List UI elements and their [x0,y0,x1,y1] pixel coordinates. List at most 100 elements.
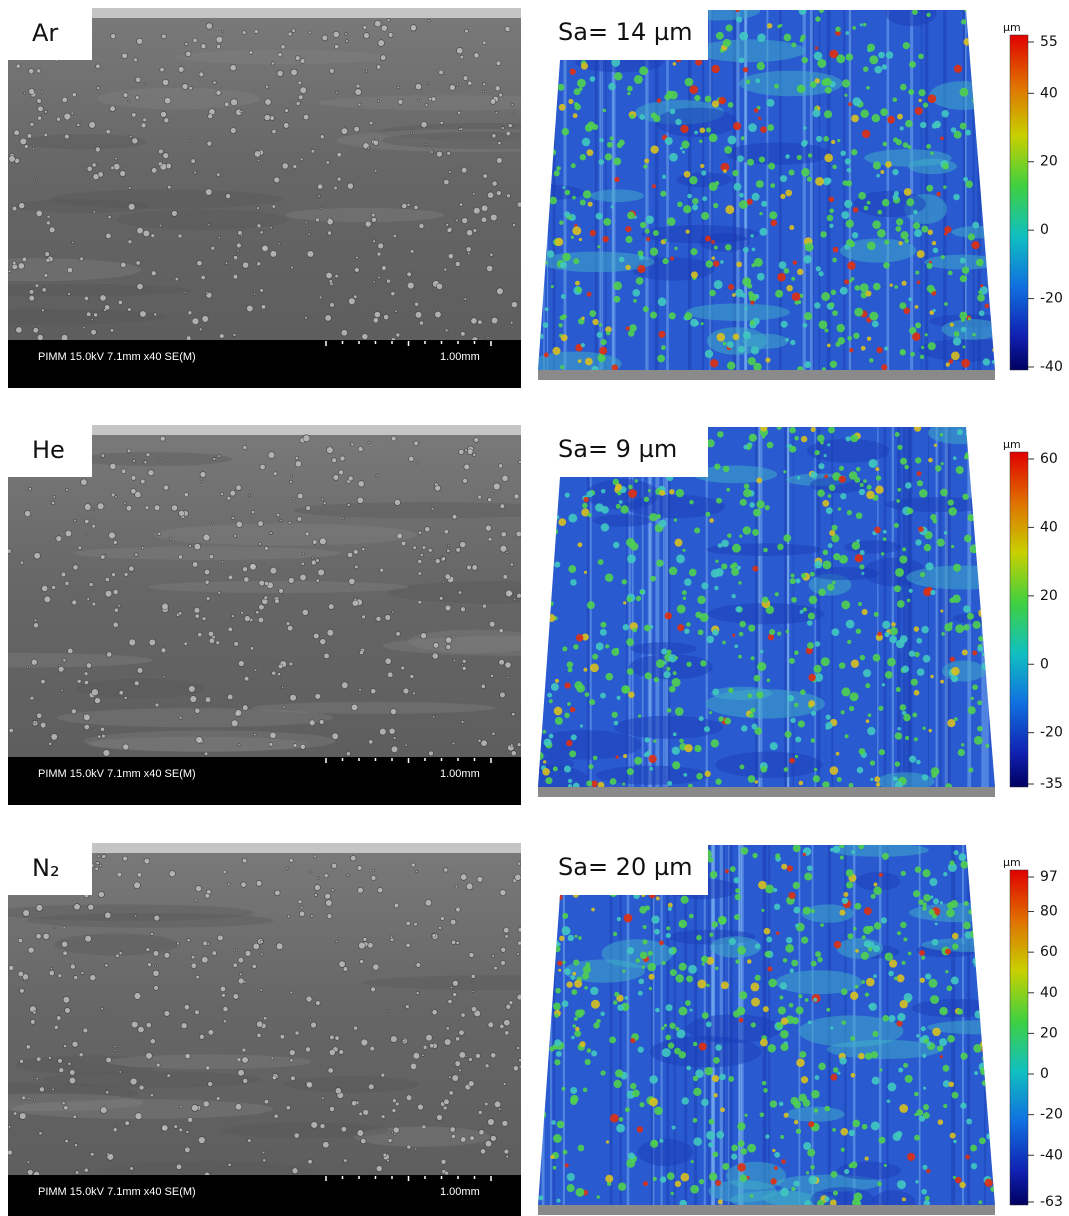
sem-particle [235,520,243,528]
surface-peak [945,783,953,787]
sem-particle [274,598,280,604]
surface-peak [688,964,697,974]
sem-particle [233,255,239,261]
sem-particle [66,267,73,274]
sem-particle [329,1106,335,1112]
surface-peak [600,692,606,699]
surface-peak [708,1142,714,1148]
surface-streak [601,10,603,370]
sem-particle [504,26,511,32]
surface-peak [803,126,807,130]
surface-peak [642,1181,649,1187]
surface-peak [865,977,875,987]
sem-particle [297,94,304,100]
surface-peak [787,694,795,702]
surface-streak [779,10,782,370]
sem-particle [91,601,97,607]
surface-peak [749,502,755,508]
surface-peak [874,65,883,74]
sem-particle [327,1067,334,1074]
sem-particle [263,114,271,121]
sem-particle [129,1077,138,1086]
sem-particle [321,1096,325,1100]
sem-particle [35,178,38,182]
sem-particle [60,688,64,692]
surface-peak [835,751,840,756]
sem-particle [311,556,314,560]
sem-particle [405,1094,413,1101]
sem-particle [364,220,372,228]
sem-particle [80,478,88,486]
sem-particle [441,556,446,561]
surface-peak [918,1115,926,1122]
surface-peak [620,505,629,514]
sem-particle [434,310,442,319]
surface-peak [692,1041,698,1047]
sem-particle [428,548,433,553]
surface-peak [928,909,935,916]
surface-peak [816,135,823,142]
sem-particle [60,571,67,578]
sem-particle [497,141,502,146]
sem-particle [162,152,170,159]
sem-particle [482,173,488,179]
surface-peak [832,472,841,481]
sem-particle [150,270,157,277]
surface-peak [661,1048,671,1058]
surface-peak [714,463,721,470]
sem-particle [430,507,435,511]
surface-peak [592,653,599,660]
surface-peak [579,154,587,161]
surface-peak [538,1110,547,1119]
surface-peak [841,687,851,697]
surface-peak [950,544,955,549]
surface-peak [828,427,835,434]
sem-particle [299,573,307,582]
surface-peak [592,318,599,326]
surface-peak [845,436,851,442]
sem-particle [428,750,434,757]
surface-peak [828,484,836,491]
sem-particle [80,971,85,975]
sem-particle [205,22,213,30]
colorbar-tick-label: 0 [1040,1066,1049,1082]
surface-peak [549,196,558,205]
surface-peak [633,892,640,899]
sem-particle [15,326,23,334]
surface-peak [794,702,799,708]
surface-peak [711,64,720,74]
surface-peak [841,897,849,904]
surface-peak [912,10,918,15]
surface-peak [573,644,579,650]
surface-peak [692,448,696,452]
surface-peak [796,475,801,480]
surface-streak [944,427,948,787]
surface-peak [852,207,859,213]
surface-peak [991,360,995,364]
sem-particle [395,631,401,637]
surface-patch [726,1161,786,1190]
sem-particle [355,83,361,89]
surface-peak [577,359,582,363]
surface-peak [914,866,922,873]
sem-particle [211,950,217,956]
sem-particle [184,291,187,294]
surface-peak [757,33,766,43]
surface-peak [570,1094,579,1104]
surface-peak [980,594,988,602]
sem-particle [370,875,377,881]
surface-peak [624,468,631,475]
sem-particle [45,258,51,263]
sem-particle [421,545,427,550]
sem-particle [452,635,456,639]
surface-peak [699,127,706,134]
sem-particle [43,273,49,278]
surface-peak [712,629,719,636]
surface-peak [538,677,543,684]
surface-peak [825,177,832,184]
surface-peak [895,225,902,232]
sem-particle [330,888,335,892]
surface-peak [880,917,888,924]
surface-peak [783,1112,789,1118]
sem-particle [221,560,225,564]
